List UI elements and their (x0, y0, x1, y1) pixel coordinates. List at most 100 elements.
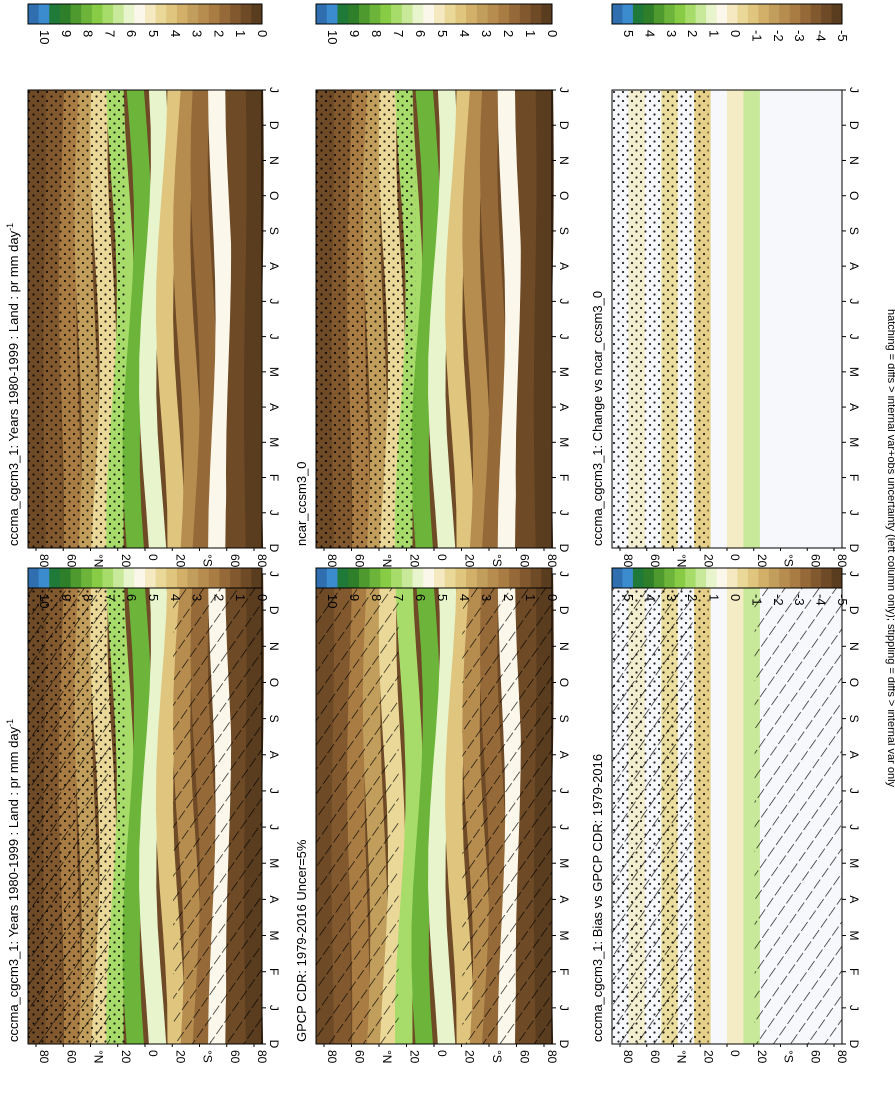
month-tick-label: M (267, 931, 281, 941)
lat-tick-label: °S (201, 1050, 215, 1063)
colorbar-segment (208, 568, 220, 588)
contour-band (533, 90, 554, 548)
colorbar-tick-label: 3 (664, 594, 679, 601)
colorbar-tick-label: 9 (347, 594, 362, 601)
colorbar-segment (316, 568, 328, 588)
contour-band (428, 574, 458, 1044)
month-tick-label: S (557, 227, 571, 235)
month-tick-label: M (557, 858, 571, 868)
colorbar-segment (230, 4, 242, 24)
colorbar-segment (28, 4, 40, 24)
colorbar-tick-label: 4 (168, 594, 183, 601)
colorbar-segment (59, 4, 71, 24)
colorbar-segment (113, 568, 125, 588)
colorbar-segment (622, 4, 634, 24)
lat-tick-label: °N (380, 554, 394, 567)
panel-title: ncar_ccsm3_0 (294, 461, 309, 546)
month-tick-label: J (557, 298, 571, 304)
colorbar-segment (466, 568, 478, 588)
month-tick-label: A (557, 751, 571, 759)
lat-tick-label: 60 (228, 554, 242, 568)
colorbar-segment (38, 568, 50, 588)
month-tick-label: J (557, 510, 571, 516)
colorbar-segment (674, 4, 686, 24)
month-tick-label: A (557, 895, 571, 903)
colorbar-tick-label: 8 (369, 594, 384, 601)
colorbar-segment (316, 4, 328, 24)
colorbar-segment (695, 568, 707, 588)
colorbar-tick-label: 2 (211, 30, 226, 37)
month-tick-label: O (267, 191, 281, 200)
colorbar-segment (674, 568, 686, 588)
contour-band (411, 90, 441, 548)
colorbar-segment (391, 568, 403, 588)
month-tick-label: J (847, 788, 861, 794)
colorbar-segment (423, 4, 435, 24)
lat-tick-label: °N (92, 1050, 106, 1063)
lat-tick-label: 0 (435, 554, 449, 561)
colorbar-tick-label: -3 (792, 594, 807, 606)
colorbar-segment (653, 4, 665, 24)
contour-band (462, 90, 491, 548)
colorbar-frame (611, 567, 843, 589)
contour-band (122, 574, 152, 1044)
panel-title: cccma_cgcm3_1: Change vs ncar_ccsm3_0 (590, 291, 605, 546)
colorbar-segment (810, 4, 822, 24)
colorbar-segment (716, 568, 728, 588)
month-tick-label: O (557, 191, 571, 200)
lat-tick-label: 20 (173, 1050, 187, 1064)
lat-tick-label: 0 (146, 554, 160, 561)
colorbar-segment (476, 4, 489, 24)
contour-band (743, 90, 761, 548)
month-tick-label: D (267, 121, 281, 130)
lat-tick-label: 80 (835, 1050, 849, 1064)
colorbar-tick-label: 2 (501, 594, 516, 601)
colorbar-tick-label: 10 (37, 594, 52, 608)
month-tick-label: J (267, 298, 281, 304)
colorbar-segment (123, 568, 135, 588)
colorbar-tick-label: 1 (233, 30, 248, 37)
month-tick-label: A (557, 262, 571, 270)
month-tick-label: A (267, 895, 281, 903)
colorbar-segment (219, 568, 231, 588)
contour-band (479, 90, 507, 548)
colorbar-segment (434, 568, 446, 588)
colorbar-segment (498, 568, 510, 588)
lat-tick-label: °N (675, 1050, 689, 1063)
colorbar-tick-label: -2 (771, 30, 786, 42)
colorbar-tick-label: 1 (523, 30, 538, 37)
month-tick-label: D (847, 121, 861, 130)
lat-tick-label: 80 (325, 1050, 339, 1064)
colorbar-segment (198, 4, 210, 24)
month-tick-label: M (557, 931, 571, 941)
lat-tick-label: 20 (463, 554, 477, 568)
colorbar-segment (810, 568, 822, 588)
month-tick-label: S (847, 227, 861, 235)
colorbar-segment (326, 4, 338, 24)
lat-tick-label: 80 (835, 554, 849, 568)
colorbar-segment (230, 568, 242, 588)
colorbar-tick-label: 1 (523, 594, 538, 601)
colorbar-segment (123, 4, 135, 24)
colorbar-segment (685, 4, 697, 24)
colorbar-tick-label: 9 (59, 30, 74, 37)
stippling-overlay (612, 574, 709, 1044)
colorbar-segment (530, 568, 542, 588)
colorbar-tick-label: 9 (347, 30, 362, 37)
lat-tick-label: 60 (64, 1050, 78, 1064)
colorbar-segment (706, 4, 717, 24)
lat-tick-label: °S (782, 554, 796, 567)
lat-tick-label: 20 (119, 554, 133, 568)
colorbar-segment (113, 4, 125, 24)
colorbar-tick-label: 4 (168, 30, 183, 37)
colorbar-tick-label: 2 (685, 30, 700, 37)
month-tick-label: O (557, 678, 571, 687)
colorbar-segment (498, 4, 510, 24)
colorbar-tick-label: 4 (457, 594, 472, 601)
colorbar-tick-label: 5 (435, 594, 450, 601)
month-tick-label: J (847, 510, 861, 516)
colorbar-tick-label: -1 (749, 594, 764, 606)
month-tick-label: F (267, 474, 281, 481)
